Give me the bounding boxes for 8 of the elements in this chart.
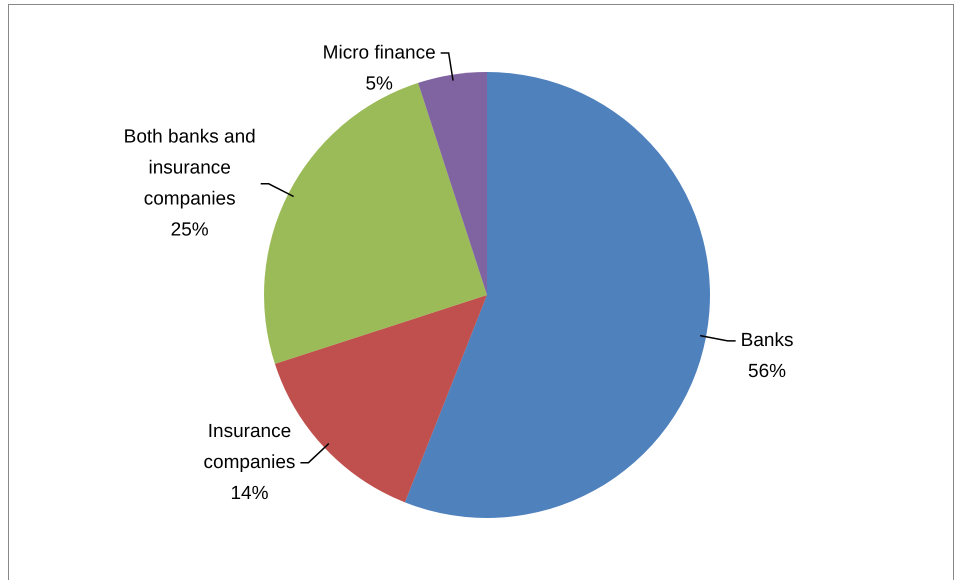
data-label: 5% xyxy=(365,73,394,94)
slice-label: Banks xyxy=(740,330,794,352)
slice-label: Insurance companies xyxy=(204,420,296,473)
slice-label: Both banks and insurance companies xyxy=(124,126,256,210)
data-label: 25% xyxy=(170,220,209,241)
data-label: 14% xyxy=(230,482,269,504)
slice-label: Micro finance xyxy=(322,42,436,64)
data-label: 56% xyxy=(748,361,786,382)
